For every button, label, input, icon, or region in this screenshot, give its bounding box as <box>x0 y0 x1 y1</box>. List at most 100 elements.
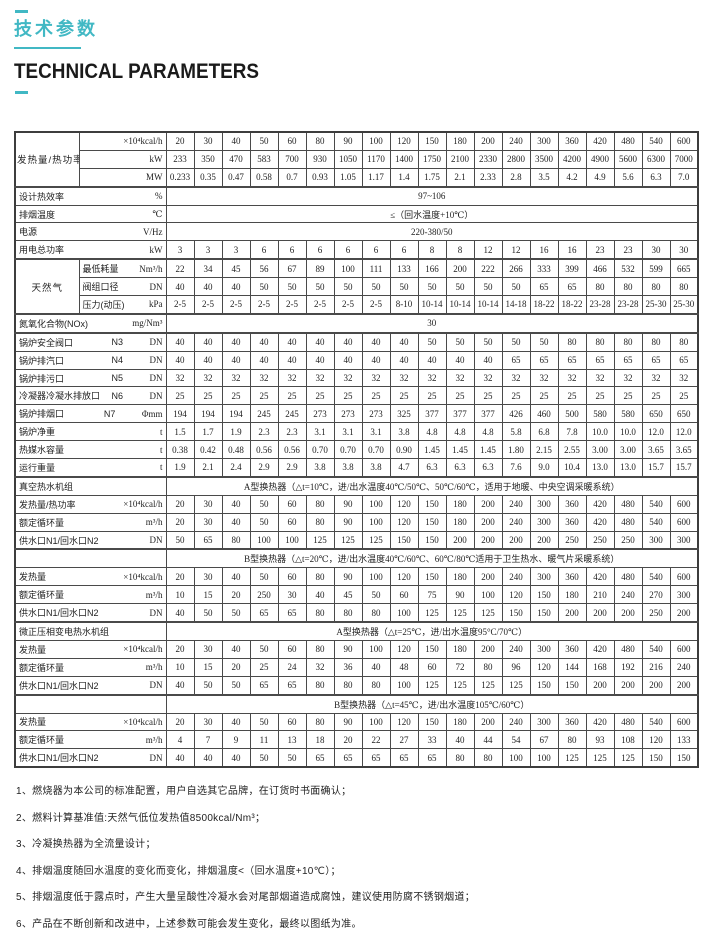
value-cell: 80 <box>669 277 699 297</box>
value-cell: 80 <box>305 131 335 151</box>
value-cell: 100 <box>361 639 391 659</box>
value-cell: 300 <box>529 712 559 732</box>
value-cell: 50 <box>193 603 223 623</box>
value-cell: 60 <box>389 585 419 605</box>
value-cell: 12 <box>473 240 503 260</box>
value-cell: 30 <box>193 639 223 659</box>
value-cell: 3 <box>193 240 223 260</box>
table-row: 发热量 ×10⁴kcal/h 20 30 40 50 60 80 90 100 120 150 180 2… <box>14 712 699 732</box>
value-cell: 120 <box>389 712 419 732</box>
value-cell: 0.233 <box>165 167 195 188</box>
value-cell: 60 <box>417 657 447 677</box>
value-cell: 25 <box>613 386 643 406</box>
value-cell: 200 <box>445 258 475 279</box>
value-cell: 13 <box>277 730 307 750</box>
value-cell: 40 <box>473 350 503 370</box>
value-cell: 3.1 <box>361 422 391 442</box>
value-cell: 65 <box>529 350 559 370</box>
value-cell: 420 <box>585 494 615 514</box>
value-cell: 2-5 <box>193 295 223 315</box>
value-cell: 50 <box>221 675 251 696</box>
value-cell: 80 <box>641 331 671 352</box>
value-cell: 3.00 <box>585 440 615 460</box>
value-cell: 540 <box>641 512 671 532</box>
value-cell: 100 <box>473 585 503 605</box>
value-cell: 200 <box>473 530 503 550</box>
value-cell: 1.75 <box>417 167 447 188</box>
value-cell: 4.8 <box>473 422 503 442</box>
value-cell: 480 <box>613 131 643 151</box>
value-cell: 50 <box>445 331 475 352</box>
value-cell: 60 <box>277 712 307 732</box>
value-cell: 125 <box>417 675 447 696</box>
value-cell: 2.3 <box>277 422 307 442</box>
value-cell: 10 <box>165 657 195 677</box>
value-cell: 24 <box>277 657 307 677</box>
value-cell: 4.9 <box>585 167 615 188</box>
value-cell: 32 <box>333 368 363 388</box>
value-cell: 20 <box>165 494 195 514</box>
value-cell: 80 <box>613 331 643 352</box>
value-cell: 300 <box>529 131 559 151</box>
value-cell: 96 <box>501 657 531 677</box>
value-cell: 67 <box>277 258 307 279</box>
value-cell: 540 <box>641 639 671 659</box>
row-label-cell: 锅炉安全阀口 N3 DN <box>14 331 167 352</box>
value-cell: 10.0 <box>585 422 615 442</box>
value-cell: 125 <box>417 603 447 623</box>
value-cell: 25 <box>249 386 279 406</box>
value-cell: 80 <box>305 603 335 623</box>
value-cell: 40 <box>221 277 251 297</box>
value-cell: 25 <box>221 386 251 406</box>
row-label-cell: 电源 V/Hz <box>14 222 167 242</box>
value-cell: 65 <box>361 748 391 768</box>
value-cell: 580 <box>585 404 615 424</box>
value-cell: 65 <box>613 350 643 370</box>
value-cell: 599 <box>641 258 671 279</box>
value-cell: 40 <box>277 331 307 352</box>
value-cell: 10.0 <box>613 422 643 442</box>
value-cell: 80 <box>305 639 335 659</box>
value-cell: 65 <box>305 748 335 768</box>
value-cell: 125 <box>445 603 475 623</box>
value-cell: 150 <box>417 639 447 659</box>
value-cell: 360 <box>557 494 587 514</box>
value-cell: 30 <box>193 567 223 587</box>
value-cell: 1.05 <box>333 167 363 188</box>
value-cell: 50 <box>249 512 279 532</box>
value-cell: 100 <box>529 748 559 768</box>
value-cell: 8 <box>445 240 475 260</box>
value-cell: 40 <box>221 748 251 768</box>
value-cell: 80 <box>333 603 363 623</box>
value-cell: 25 <box>501 386 531 406</box>
value-cell: 16 <box>557 240 587 260</box>
value-cell: 40 <box>193 277 223 297</box>
note-item: 1、燃烧器为本公司的标准配置，用户自选其它品牌，在订货时书面确认； <box>16 786 352 798</box>
value-cell: 2.1 <box>445 167 475 188</box>
value-cell: 240 <box>501 567 531 587</box>
value-cell: 192 <box>613 657 643 677</box>
value-cell: 15.7 <box>669 458 699 478</box>
value-cell: 665 <box>669 258 699 279</box>
value-cell: 32 <box>361 368 391 388</box>
table-row: 供水口N1/回水口N2 DN 40 50 50 65 65 80 80 80 100 125 125 12… <box>14 603 699 623</box>
value-cell: 25 <box>165 386 195 406</box>
value-cell: 222 <box>473 258 503 279</box>
value-cell: 100 <box>333 258 363 279</box>
value-cell: 20 <box>165 712 195 732</box>
value-cell: 60 <box>277 639 307 659</box>
value-cell: 360 <box>557 712 587 732</box>
value-cell: 240 <box>613 585 643 605</box>
value-cell: 200 <box>473 567 503 587</box>
value-cell: 90 <box>333 131 363 151</box>
row-span-value-cell: 220-380/50 <box>165 222 699 242</box>
value-cell: 25 <box>333 386 363 406</box>
value-cell: 200 <box>473 494 503 514</box>
value-cell: 200 <box>557 603 587 623</box>
value-cell: 580 <box>613 404 643 424</box>
value-cell: 6 <box>277 240 307 260</box>
value-cell: 7000 <box>669 149 699 169</box>
value-cell: 32 <box>165 368 195 388</box>
value-cell: 420 <box>585 712 615 732</box>
